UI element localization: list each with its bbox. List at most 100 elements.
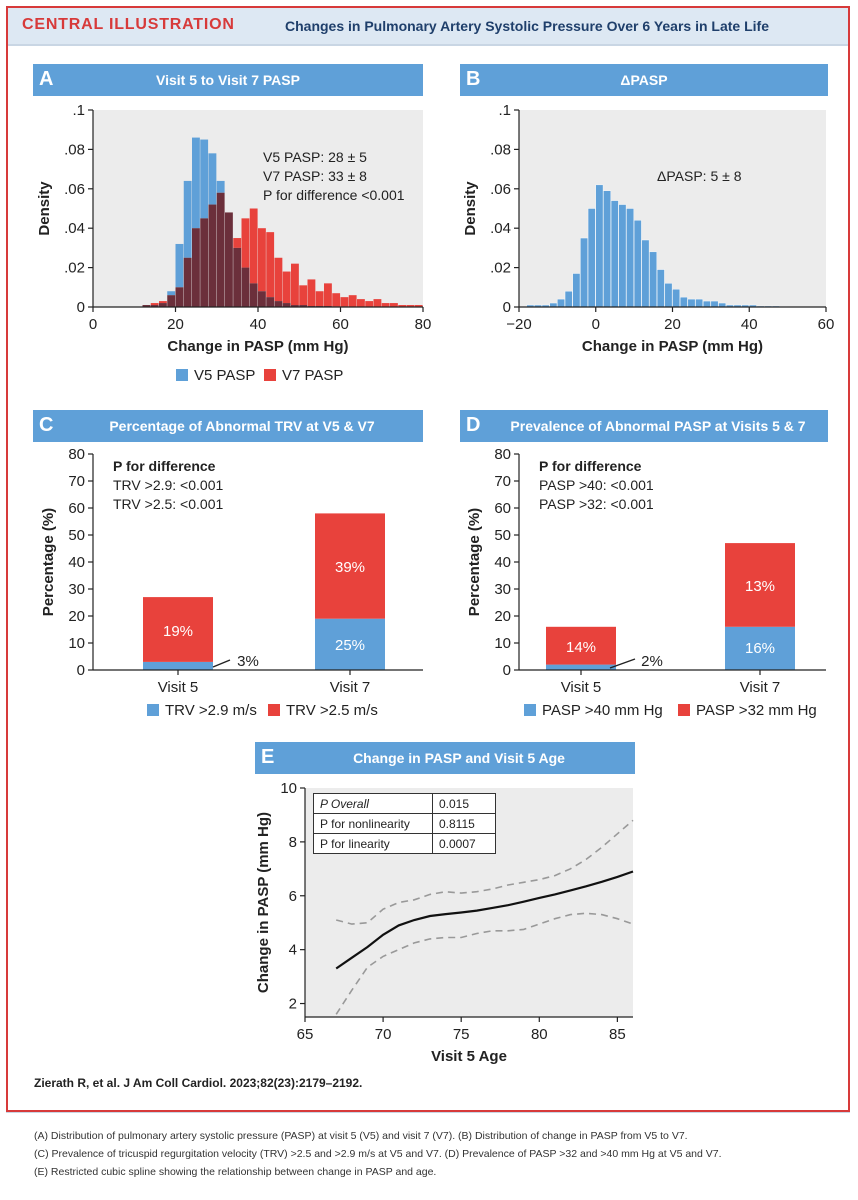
chart-d-x-tick-label: Visit 7 bbox=[740, 679, 781, 696]
chart-d-data-label: 2% bbox=[641, 653, 663, 670]
chart-a-y-tick-label: 0 bbox=[77, 299, 85, 316]
chart-a-overlap-bar bbox=[183, 257, 192, 307]
chart-a-bar bbox=[373, 299, 382, 307]
table-cell-label: P Overall bbox=[313, 793, 433, 814]
chart-a-bar bbox=[332, 293, 341, 307]
chart-a-overlap-bar bbox=[159, 303, 167, 307]
panel-a-title: Visit 5 to Visit 7 PASP bbox=[156, 72, 300, 88]
chart-a-overlap-bar bbox=[282, 303, 291, 307]
caption-line-2: (C) Prevalence of tricuspid regurgitatio… bbox=[34, 1148, 722, 1160]
chart-a-y-tick-label: .06 bbox=[64, 181, 85, 198]
chart-a-overlap-bar bbox=[200, 218, 209, 307]
chart-a-bar bbox=[274, 257, 283, 302]
chart-b-y-tick-label: .02 bbox=[490, 260, 511, 277]
chart-d-y-tick-label: 40 bbox=[494, 554, 511, 571]
panel-d-letter: D bbox=[466, 414, 481, 436]
chart-e-x-tick-label: 85 bbox=[609, 1026, 626, 1043]
chart-c-x-tick-label: Visit 5 bbox=[158, 679, 199, 696]
table-cell-value: 0.0007 bbox=[432, 833, 496, 854]
chart-b-bar bbox=[710, 300, 719, 308]
chart-a-bar bbox=[299, 285, 308, 306]
chart-e-x-tick-label: 75 bbox=[453, 1026, 470, 1043]
chart-a-overlap-bar bbox=[299, 305, 308, 307]
chart-a-bar bbox=[258, 228, 266, 292]
chart-a-annotation-v7: V7 PASP: 33 ± 8 bbox=[263, 168, 367, 184]
chart-b-bar bbox=[703, 300, 711, 308]
panel-b-header: B ΔPASP bbox=[460, 64, 828, 96]
chart-a-x-tick-label: 40 bbox=[250, 316, 267, 333]
chart-d-data-label: 14% bbox=[566, 639, 596, 656]
chart-a-overlap-bar bbox=[208, 204, 217, 307]
panel-a-letter: A bbox=[39, 68, 54, 90]
chart-a-bar bbox=[291, 263, 299, 306]
chart-d-y-axis-label: Percentage (%) bbox=[466, 508, 483, 616]
chart-b-bar bbox=[649, 251, 657, 308]
panel-e-title: Change in PASP and Visit 5 Age bbox=[353, 750, 565, 766]
chart-d-x-tick-label: Visit 5 bbox=[561, 679, 602, 696]
chart-c-label-leader bbox=[212, 659, 231, 668]
panel-e-letter: E bbox=[261, 746, 275, 768]
chart-c-bar-lower bbox=[143, 661, 213, 670]
chart-a-x-tick-label: 0 bbox=[89, 316, 97, 333]
chart-e-upper-ci-line bbox=[335, 819, 634, 925]
table-row: P Overall 0.015 bbox=[313, 793, 496, 814]
chart-c-y-tick-label: 40 bbox=[68, 554, 85, 571]
chart-d-bar-lower bbox=[546, 664, 616, 670]
chart-b-bar bbox=[618, 204, 627, 308]
chart-a-overlap-bar bbox=[225, 212, 233, 307]
chart-a-overlap-bar bbox=[142, 305, 151, 307]
panel-d-header: D Prevalence of Abnormal PASP at Visits … bbox=[460, 410, 828, 442]
table-cell-value: 0.8115 bbox=[432, 813, 496, 834]
chart-c-y-tick-label: 70 bbox=[68, 473, 85, 490]
chart-a-overlap-bar bbox=[150, 305, 159, 307]
chart-b-bar bbox=[641, 239, 650, 308]
panel-c-title: Percentage of Abnormal TRV at V5 & V7 bbox=[109, 418, 375, 434]
chart-c-y-tick-label: 0 bbox=[77, 662, 85, 679]
chart-b-bar bbox=[633, 220, 642, 308]
chart-b-x-tick-label: 0 bbox=[592, 316, 600, 333]
chart-b-y-tick-label: .08 bbox=[490, 141, 511, 158]
chart-a-overlap-bar bbox=[192, 228, 200, 307]
chart-b-bar bbox=[672, 289, 680, 308]
chart-a-bar bbox=[266, 232, 275, 298]
chart-a-bar bbox=[241, 218, 250, 268]
title-bar: CENTRAL ILLUSTRATION Changes in Pulmonar… bbox=[8, 8, 848, 46]
chart-d-y-tick-label: 80 bbox=[494, 446, 511, 463]
chart-d-y-tick-label: 0 bbox=[503, 662, 511, 679]
chart-d-y-tick-label: 10 bbox=[494, 635, 511, 652]
chart-a-bar bbox=[381, 303, 390, 307]
caption-line-1: (A) Distribution of pulmonary artery sys… bbox=[34, 1130, 688, 1142]
chart-d-bar-upper bbox=[546, 626, 616, 665]
chart-a-y-axis-label: Density bbox=[36, 181, 53, 236]
chart-d-label-leader bbox=[609, 658, 636, 669]
chart-b-bar bbox=[626, 208, 634, 308]
chart-a-bar bbox=[340, 297, 349, 307]
chart-c-y-tick-label: 50 bbox=[68, 527, 85, 544]
table-row: P for nonlinearity 0.8115 bbox=[313, 813, 496, 834]
citation: Zierath R, et al. J Am Coll Cardiol. 202… bbox=[34, 1076, 363, 1090]
chart-d-data-label: 16% bbox=[745, 640, 775, 657]
chart-e-y-tick-label: 8 bbox=[289, 834, 297, 851]
chart-b-bar bbox=[557, 298, 565, 308]
chart-b-plot-bg bbox=[519, 110, 826, 307]
chart-a-x-tick-label: 60 bbox=[332, 316, 349, 333]
chart-a-bar bbox=[167, 291, 176, 296]
chart-d-y-tick-label: 20 bbox=[494, 608, 511, 625]
chart-c-annotation-2: TRV >2.5: <0.001 bbox=[113, 496, 223, 512]
chart-a-overlap-bar bbox=[233, 247, 242, 307]
chart-a-bar bbox=[208, 153, 217, 205]
chart-a-x-tick-label: 20 bbox=[167, 316, 184, 333]
chart-a-bar bbox=[365, 301, 374, 307]
chart-d-legend-lower-swatch bbox=[524, 704, 536, 716]
chart-b-bar bbox=[564, 291, 573, 308]
chart-a-y-tick-label: .04 bbox=[64, 220, 85, 237]
chart-b-y-tick-label: .1 bbox=[498, 102, 511, 119]
chart-d-legend-upper-swatch bbox=[678, 704, 690, 716]
chart-d-y-tick-label: 70 bbox=[494, 473, 511, 490]
caption-box: (A) Distribution of pulmonary artery sys… bbox=[6, 1112, 850, 1195]
chart-c-annotation-1: TRV >2.9: <0.001 bbox=[113, 477, 223, 493]
chart-d-legend-upper-label: PASP >32 mm Hg bbox=[696, 702, 817, 719]
spline-p-table: P Overall 0.015 P for nonlinearity 0.811… bbox=[313, 793, 496, 854]
chart-a-y-tick-label: .08 bbox=[64, 141, 85, 158]
